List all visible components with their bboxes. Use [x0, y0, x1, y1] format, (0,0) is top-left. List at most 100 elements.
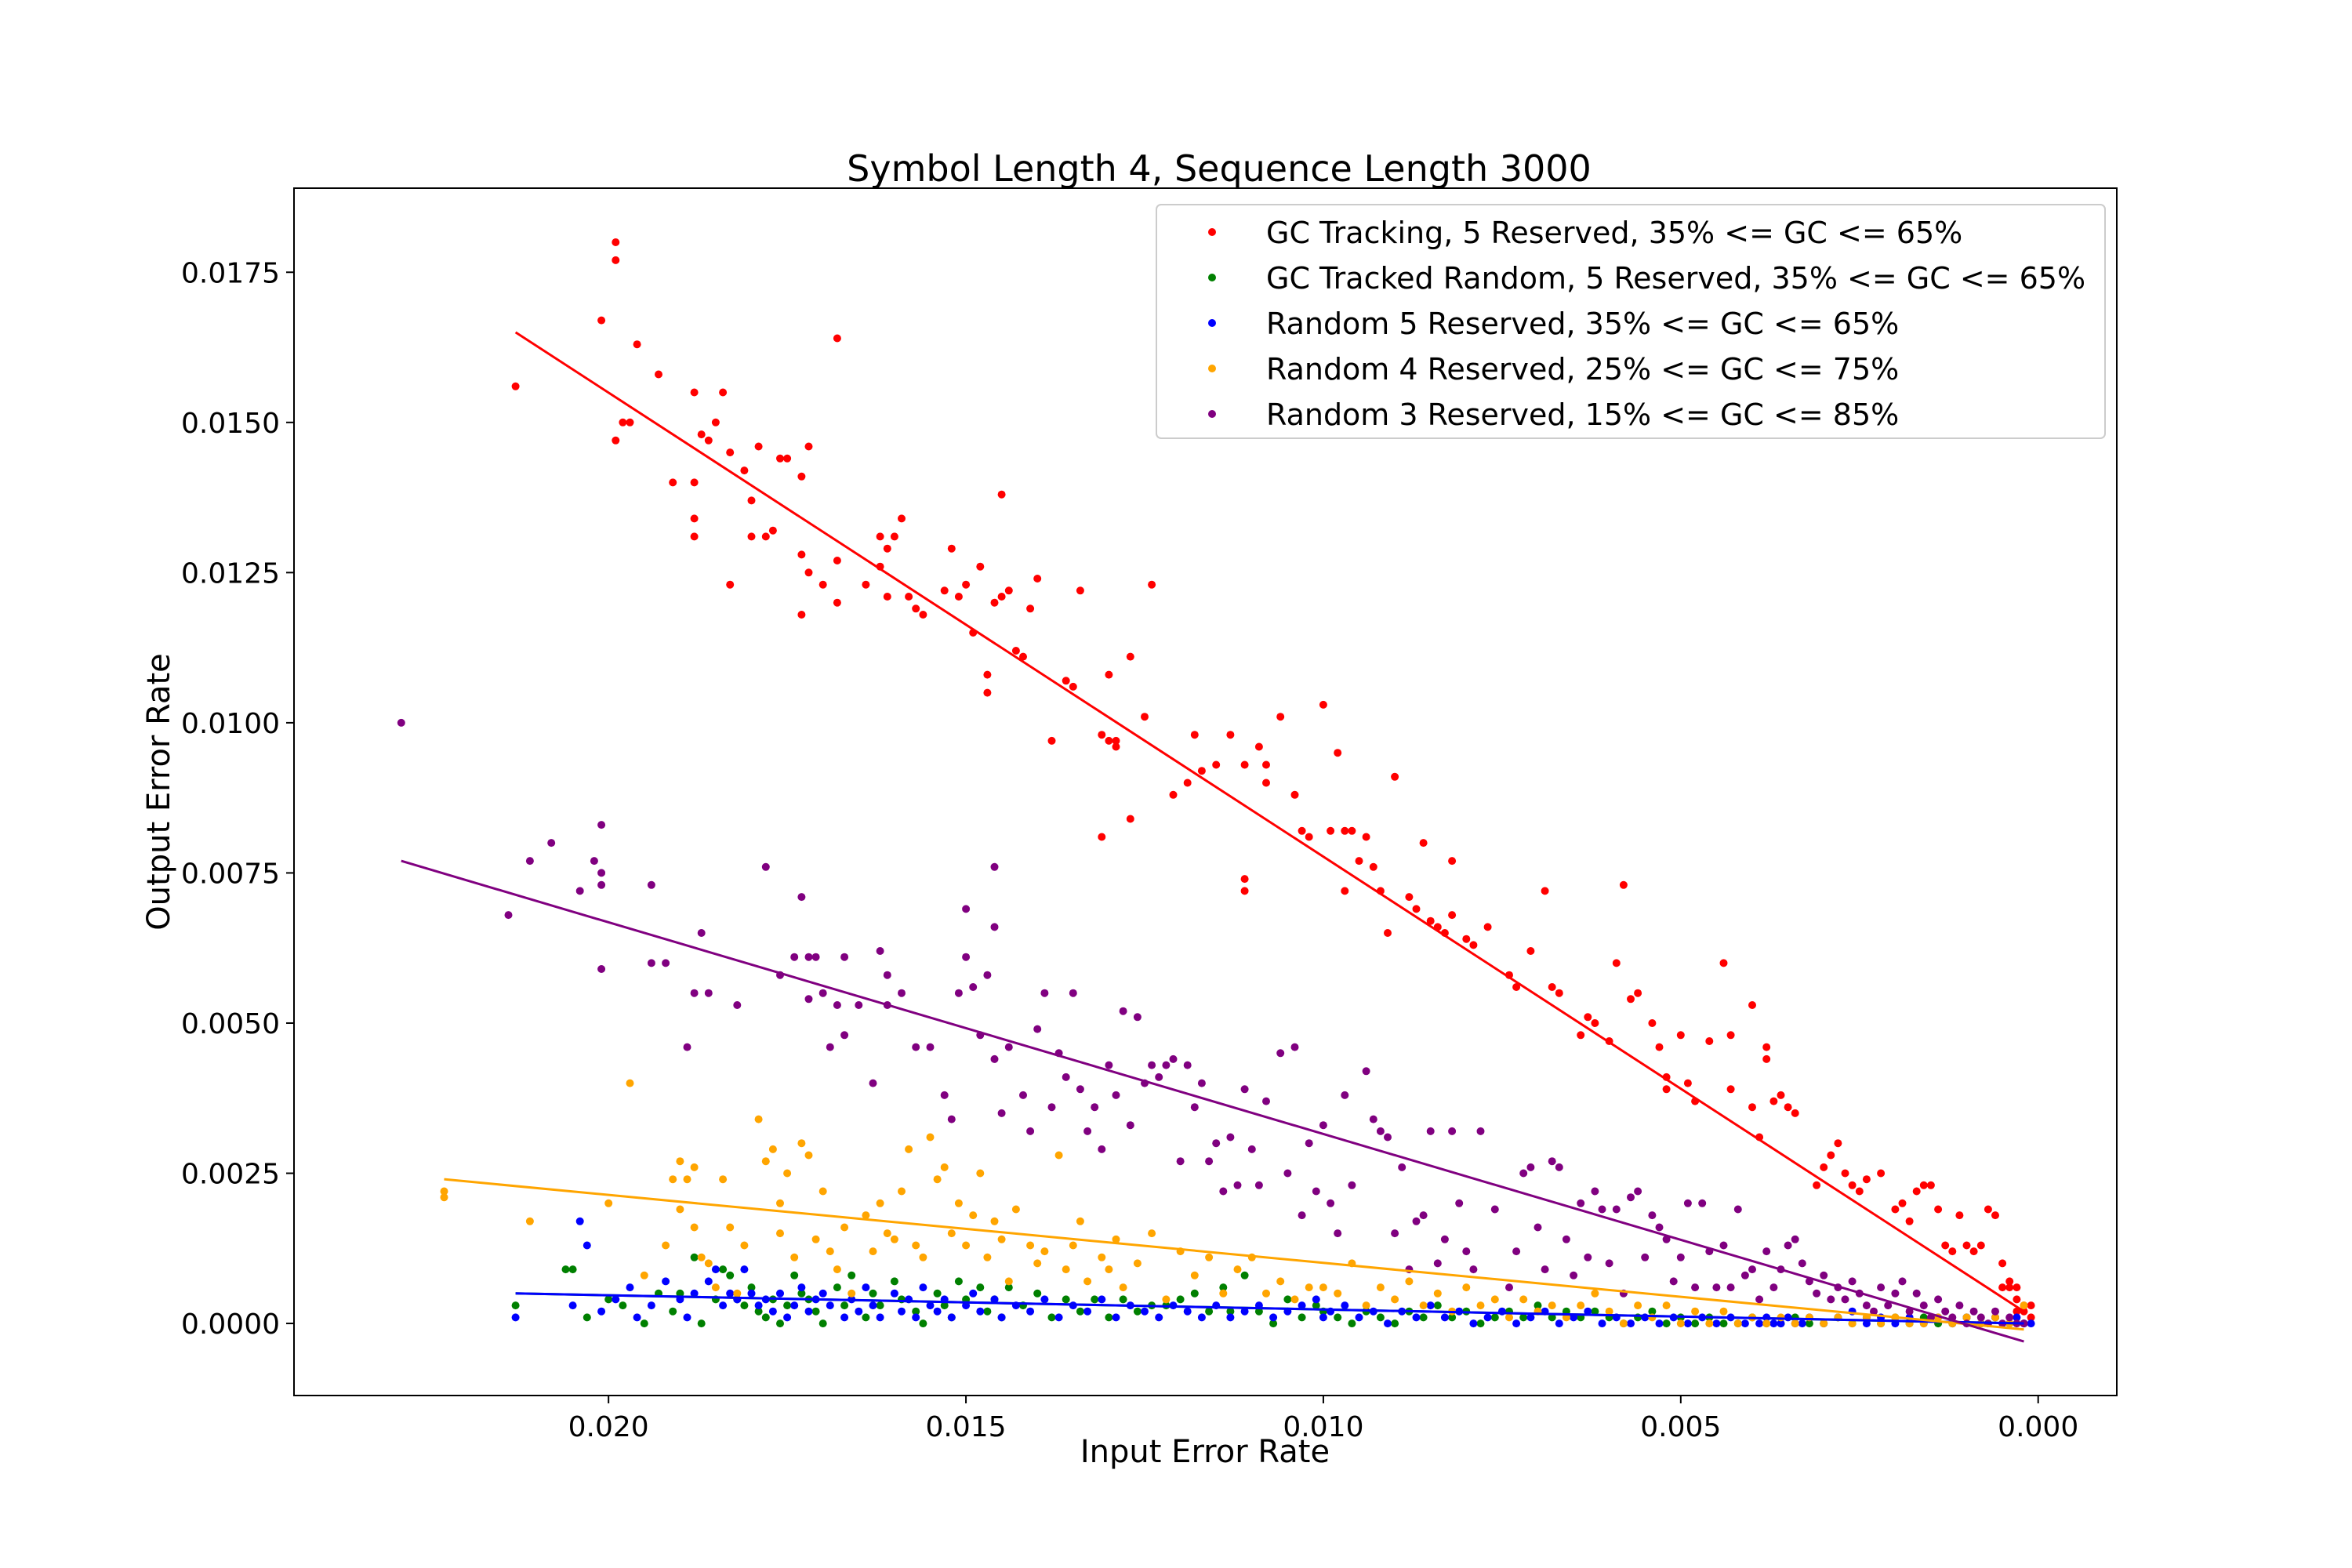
data-point	[997, 593, 1006, 601]
data-point	[1748, 1001, 1756, 1009]
legend-marker	[1208, 365, 1216, 372]
data-point	[740, 1241, 749, 1250]
data-point	[1205, 1157, 1214, 1166]
data-point	[1462, 1283, 1471, 1292]
data-point	[1062, 1073, 1070, 1081]
data-point	[1069, 682, 1077, 691]
data-point	[1341, 1301, 1349, 1310]
data-point	[1083, 1127, 1092, 1135]
data-point	[1011, 1205, 1020, 1214]
data-point	[890, 1235, 898, 1243]
data-point	[776, 1199, 784, 1207]
data-point	[947, 1313, 956, 1322]
data-point	[840, 1223, 849, 1232]
data-point	[612, 238, 620, 246]
legend-entry: Random 4 Reserved, 25% <= GC <= 75%	[1266, 352, 1899, 387]
data-point	[2027, 1313, 2035, 1322]
data-point	[1591, 1019, 1599, 1027]
data-point	[590, 857, 598, 866]
data-point	[898, 1187, 906, 1196]
data-point	[811, 1235, 820, 1243]
data-point	[1098, 731, 1106, 739]
data-point	[1820, 1163, 1828, 1171]
data-point	[962, 1241, 971, 1250]
data-point	[1341, 887, 1349, 895]
data-point	[1262, 760, 1270, 769]
data-point	[719, 388, 728, 397]
data-point	[1541, 887, 1549, 895]
data-point	[2005, 1277, 2014, 1286]
data-point	[2013, 1313, 2021, 1322]
data-point	[933, 1307, 942, 1316]
data-point	[962, 580, 971, 589]
data-point	[983, 971, 992, 979]
data-point	[597, 880, 606, 889]
data-point	[1755, 1295, 1764, 1304]
data-point	[1726, 1031, 1735, 1040]
data-point	[2027, 1301, 2035, 1310]
data-point	[1784, 1313, 1792, 1322]
data-point	[1276, 1277, 1285, 1286]
data-point	[848, 1289, 856, 1298]
data-point	[676, 1289, 684, 1298]
data-point	[1319, 1121, 1327, 1130]
legend-marker	[1208, 410, 1216, 418]
data-point	[1805, 1319, 1813, 1328]
data-point	[811, 953, 820, 961]
data-point	[754, 1301, 763, 1310]
data-point	[1098, 1253, 1106, 1261]
data-point	[890, 532, 898, 541]
data-point	[761, 532, 770, 541]
data-point	[1119, 1283, 1127, 1292]
data-point	[1469, 941, 1478, 949]
data-point	[869, 1247, 877, 1256]
data-point	[697, 430, 706, 439]
data-point	[926, 1133, 935, 1142]
data-point	[1391, 1229, 1399, 1238]
x-tick-label: 0.000	[1998, 1411, 2078, 1443]
data-point	[790, 1301, 799, 1310]
data-point	[1026, 1127, 1035, 1135]
x-tick-label: 0.015	[926, 1411, 1007, 1443]
data-point	[1591, 1187, 1599, 1196]
data-point	[855, 1001, 863, 1009]
data-point	[1141, 713, 1149, 721]
plot-frame	[293, 187, 2118, 1396]
data-point	[1226, 1133, 1235, 1142]
data-point	[804, 442, 813, 451]
data-point	[1555, 1163, 1563, 1171]
data-point	[1240, 760, 1249, 769]
data-point	[1619, 880, 1628, 889]
data-point	[1305, 1283, 1313, 1292]
data-point	[776, 454, 784, 463]
data-point	[1762, 1247, 1771, 1256]
data-point	[1691, 1283, 1700, 1292]
y-tick-label: 0.0100	[181, 708, 280, 740]
data-point	[1662, 1301, 1671, 1310]
legend-marker	[1208, 274, 1216, 281]
data-point	[833, 557, 841, 564]
data-point	[1641, 1253, 1650, 1261]
data-point	[1240, 875, 1249, 884]
data-point	[1769, 1097, 1778, 1105]
data-point	[818, 1187, 827, 1196]
data-point	[840, 1313, 849, 1322]
data-point	[676, 1157, 684, 1166]
data-point	[690, 514, 699, 523]
data-point	[818, 580, 827, 589]
data-point	[1469, 1319, 1478, 1328]
data-point	[1534, 1301, 1542, 1310]
data-point	[1476, 1301, 1485, 1310]
data-point	[525, 857, 534, 866]
data-point	[1133, 1259, 1142, 1268]
data-point	[626, 1079, 634, 1087]
data-point	[898, 989, 906, 997]
data-point	[1433, 1289, 1442, 1298]
data-point	[883, 544, 891, 553]
data-point	[919, 611, 927, 619]
data-point	[1190, 1103, 1199, 1112]
data-point	[1948, 1247, 1957, 1256]
data-point	[1026, 1307, 1035, 1316]
data-point	[883, 971, 891, 979]
